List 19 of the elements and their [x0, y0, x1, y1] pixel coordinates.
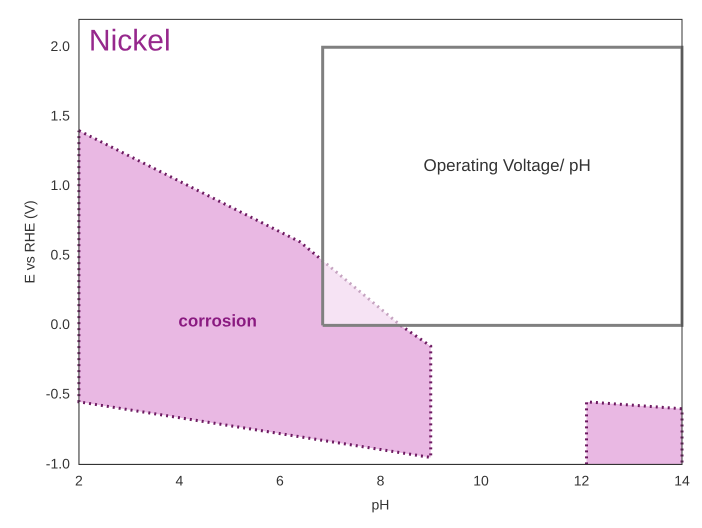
x-tick-label: 8	[376, 472, 385, 489]
x-tick-label: 2	[75, 472, 84, 489]
x-tick-label: 6	[276, 472, 284, 489]
annotation: Nickel	[88, 24, 171, 58]
y-tick-label: 1.0	[50, 177, 70, 194]
x-axis-title: pH	[372, 496, 390, 512]
x-tick-label: 12	[574, 472, 590, 489]
y-tick-label: 2.0	[50, 38, 70, 54]
annotation: Operating Voltage/ pH	[423, 156, 591, 175]
y-tick-label: 0.0	[50, 316, 70, 332]
annotation: corrosion	[178, 312, 257, 331]
x-tick-label: 14	[674, 472, 690, 489]
x-tick-label: 10	[473, 472, 489, 489]
y-tick-label: -0.5	[46, 386, 70, 402]
y-tick-label: 1.5	[50, 108, 70, 124]
y-tick-label: -1.0	[46, 455, 70, 472]
y-axis-title: E vs RHE (V)	[21, 200, 38, 284]
x-tick-label: 4	[176, 472, 184, 489]
y-tick-label: 0.5	[50, 246, 70, 263]
